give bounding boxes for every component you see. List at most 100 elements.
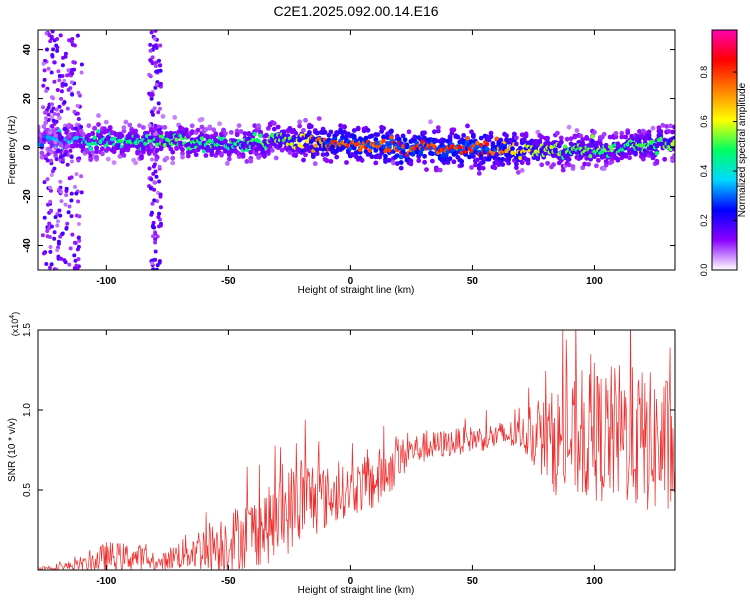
- spectrogram-cell: [510, 146, 515, 152]
- spectrogram-cell: [266, 148, 271, 154]
- x-tick-label: -50: [221, 576, 236, 587]
- spectrogram-cell: [207, 124, 213, 130]
- snr-y-ticks: 0.5 1.0 1.5: [22, 323, 675, 497]
- spectrogram-x-axis-label: Height of straight line (km): [298, 285, 415, 296]
- spectrogram-cell: [293, 153, 299, 158]
- spectrogram-cell: [301, 157, 306, 163]
- spectrogram-cell: [153, 64, 158, 68]
- spectrogram-cell: [330, 144, 336, 150]
- spectrogram-cell: [615, 157, 621, 163]
- spectrogram-cell: [545, 160, 550, 166]
- spectrogram-cell: [607, 144, 613, 149]
- spectrogram-cell: [157, 179, 162, 184]
- spectrogram-cell: [70, 232, 75, 237]
- spectrogram-cell: [623, 152, 629, 158]
- spectrogram-cell: [525, 160, 531, 166]
- spectrogram-cell: [57, 74, 62, 78]
- spectrogram-cell: [63, 54, 68, 59]
- spectrogram-cell: [377, 154, 383, 160]
- spectrogram-cell: [115, 142, 121, 148]
- spectrogram-cell: [324, 158, 330, 164]
- y-tick-label: 0: [22, 144, 33, 150]
- snr-series-line: [38, 330, 675, 570]
- spectrogram-cells: [38, 30, 675, 270]
- spectrogram-cell: [539, 134, 545, 140]
- spectrogram-cell: [90, 150, 96, 156]
- spectrogram-panel: -100 -50 0 50 100 -40 -20 0 20 40 Height of stra…: [7, 29, 676, 296]
- svg-text:(x104): (x104): [9, 312, 20, 336]
- spectrogram-cell: [672, 153, 675, 158]
- spectrogram-cell: [601, 131, 607, 137]
- spectrogram-cell: [56, 69, 61, 74]
- spectrogram-cell: [148, 92, 153, 97]
- spectrogram-cell: [43, 154, 48, 159]
- spectrogram-cell: [74, 191, 79, 196]
- spectrogram-cell: [62, 78, 67, 83]
- spectrogram-cell: [209, 149, 215, 155]
- spectrogram-cell: [157, 164, 162, 169]
- spectrogram-cell: [158, 192, 163, 197]
- multiplier-close: ): [10, 312, 20, 315]
- spectrogram-cell: [545, 135, 550, 141]
- x-tick-label: 0: [348, 276, 354, 287]
- spectrogram-cell: [62, 100, 67, 105]
- spectrogram-cell: [170, 149, 176, 155]
- spectrogram-cell: [57, 132, 62, 137]
- spectrogram-cell: [133, 128, 139, 134]
- spectrogram-cell: [143, 141, 148, 146]
- spectrogram-cell: [152, 36, 157, 41]
- spectrogram-cell: [654, 160, 660, 166]
- y-tick-label: -40: [22, 238, 33, 253]
- spectrogram-cell: [151, 220, 156, 225]
- spectrogram-cell: [54, 267, 59, 270]
- spectrogram-cell: [512, 131, 517, 137]
- spectrogram-cell: [48, 39, 53, 44]
- spectrogram-cell: [558, 139, 564, 145]
- spectrogram-cell: [59, 96, 64, 101]
- spectrogram-cell: [154, 267, 159, 270]
- spectrogram-cell: [459, 159, 465, 164]
- spectrogram-cell: [568, 141, 574, 147]
- snr-multiplier-label: (x104): [9, 312, 20, 336]
- spectrogram-cell: [76, 257, 81, 262]
- spectrogram-cell: [152, 162, 157, 167]
- spectrogram-cell: [49, 34, 54, 39]
- snr-x-axis-label: Height of straight line (km): [298, 585, 415, 596]
- spectrogram-cell: [385, 135, 390, 141]
- spectrogram-cell: [88, 157, 94, 163]
- spectrogram-cell: [478, 155, 484, 161]
- spectrogram-cell: [57, 115, 62, 121]
- spectrogram-cell: [69, 40, 74, 44]
- spectrogram-cell: [57, 78, 62, 83]
- spectrogram-cell: [48, 199, 53, 204]
- spectrogram-cell: [236, 151, 242, 157]
- spectrogram-cell: [94, 146, 99, 151]
- spectrogram-cell: [159, 138, 164, 143]
- spectrogram-cell: [180, 154, 185, 160]
- spectrogram-cell: [273, 155, 279, 161]
- spectrogram-cell: [64, 144, 70, 149]
- spectrogram-cell: [73, 240, 77, 245]
- spectrogram-cell: [324, 151, 330, 157]
- spectrogram-cell: [484, 142, 490, 147]
- spectrogram-cell: [48, 245, 53, 249]
- spectrogram-cell: [432, 129, 437, 135]
- spectrogram-cell: [408, 161, 414, 167]
- spectrogram-cell: [240, 154, 246, 159]
- spectrogram-cell: [619, 130, 625, 136]
- spectrogram-cell: [135, 134, 141, 139]
- spectrogram-cell: [506, 160, 511, 166]
- y-tick-label: 20: [22, 93, 33, 105]
- spectrogram-cell: [430, 151, 435, 157]
- spectrogram-cell: [266, 125, 271, 131]
- spectrogram-cell: [627, 155, 632, 161]
- spectrogram-cell: [223, 138, 228, 144]
- multiplier-exponent: 4: [9, 315, 16, 319]
- spectrogram-cell: [56, 148, 61, 153]
- spectrogram-cell: [51, 96, 56, 101]
- spectrogram-cell: [594, 163, 599, 169]
- spectrogram-cell: [383, 153, 388, 159]
- spectrogram-cell: [63, 202, 68, 207]
- spectrogram-cell: [504, 133, 509, 139]
- spectrogram-cell: [54, 43, 59, 48]
